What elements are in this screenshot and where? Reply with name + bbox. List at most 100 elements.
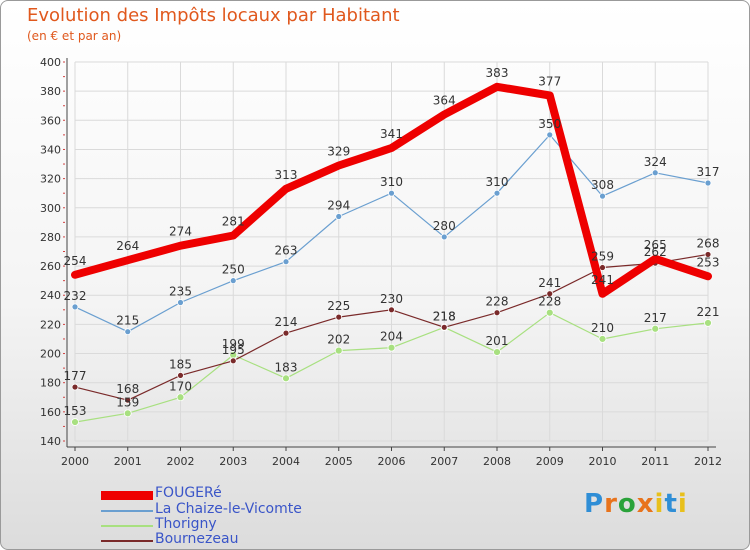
data-label-2: 204 — [380, 330, 403, 344]
legend-label: Bournezeau — [155, 531, 239, 547]
logo-letter: P — [584, 489, 605, 519]
legend-label: FOUGERé — [155, 485, 222, 501]
data-label-3: 168 — [116, 382, 139, 396]
data-label-1: 235 — [169, 285, 192, 299]
chart-subtitle: (en € et par an) — [27, 29, 122, 43]
data-label-3: 185 — [169, 357, 192, 371]
data-point-1 — [177, 299, 184, 306]
data-label-3: 262 — [644, 245, 667, 259]
x-tick-label: 2004 — [272, 455, 300, 468]
axis-layer: 140 160 180 200 220 240 260 280 300 320 340 360 380 4… — [40, 56, 722, 468]
legend-swatch — [101, 490, 153, 500]
data-label-2: 199 — [222, 337, 245, 351]
x-tick-label: 2010 — [589, 455, 617, 468]
data-point-1 — [124, 328, 132, 336]
x-tick-label: 2005 — [325, 455, 353, 468]
legend-swatch — [101, 540, 153, 542]
y-tick-label: 300 — [40, 202, 61, 215]
data-label-2: 183 — [275, 360, 298, 374]
data-label-1: 280 — [433, 219, 456, 233]
data-point-1 — [335, 213, 343, 220]
data-point-1 — [651, 169, 659, 177]
data-point-2 — [704, 319, 712, 327]
data-point-2 — [545, 308, 554, 317]
data-point-1 — [440, 233, 448, 241]
logo-letter: i — [654, 489, 665, 519]
y-tick-label: 140 — [40, 435, 61, 448]
x-tick-label: 2002 — [167, 455, 195, 468]
data-point-3 — [704, 251, 712, 258]
data-point-3 — [599, 264, 606, 271]
data-label-2: 217 — [644, 311, 667, 325]
data-label-1: 263 — [275, 244, 298, 258]
data-point-1 — [229, 277, 237, 285]
y-tick-label: 180 — [40, 377, 61, 390]
data-label-1: 215 — [116, 314, 139, 328]
data-label-3: 177 — [64, 369, 87, 383]
data-point-3 — [546, 290, 554, 298]
data-point-3 — [440, 323, 448, 331]
data-point-1 — [282, 258, 290, 266]
data-point-3 — [282, 329, 290, 337]
data-label-3: 259 — [591, 250, 614, 264]
data-point-3 — [335, 313, 343, 321]
data-label-0: 329 — [327, 144, 350, 158]
legend-swatch — [101, 525, 153, 527]
data-label-2: 159 — [116, 395, 139, 409]
data-label-0: 383 — [486, 66, 509, 80]
series-layer — [71, 82, 712, 426]
data-point-2 — [334, 346, 343, 355]
data-label-3: 225 — [327, 299, 350, 313]
data-point-1 — [599, 192, 606, 200]
data-label-3: 195 — [222, 343, 245, 357]
x-tick-label: 2008 — [483, 455, 511, 468]
data-label-3: 218 — [433, 309, 456, 323]
data-point-3 — [388, 306, 395, 314]
x-tick-label: 2001 — [114, 455, 142, 468]
data-label-1: 308 — [591, 178, 614, 192]
data-label-2: 210 — [591, 321, 614, 335]
data-label-0: 253 — [697, 255, 720, 269]
data-label-2: 218 — [433, 309, 456, 323]
logo-letter: i — [677, 489, 688, 519]
legend-swatch — [101, 510, 153, 512]
y-tick-label: 200 — [40, 348, 61, 361]
data-label-0: 264 — [116, 239, 139, 253]
y-tick-label: 360 — [40, 114, 61, 127]
x-tick-label: 2011 — [641, 455, 669, 468]
data-label-0: 313 — [275, 168, 298, 182]
y-tick-label: 280 — [40, 231, 61, 244]
data-point-3 — [229, 357, 237, 365]
data-point-1 — [493, 189, 501, 197]
data-label-2: 170 — [169, 379, 192, 393]
data-label-3: 230 — [380, 292, 403, 306]
data-label-2: 153 — [64, 404, 87, 418]
data-label-1: 317 — [697, 165, 720, 179]
x-tick-label: 2003 — [219, 455, 247, 468]
y-tick-label: 260 — [40, 260, 61, 273]
data-point-3 — [124, 396, 132, 404]
logo-letter: x — [636, 489, 655, 519]
y-tick-label: 220 — [40, 318, 61, 331]
data-point-1 — [546, 131, 554, 139]
y-tick-label: 400 — [40, 56, 61, 69]
data-label-1: 250 — [222, 263, 245, 277]
data-label-3: 214 — [275, 315, 298, 329]
data-label-1: 324 — [644, 155, 667, 169]
data-label-3: 241 — [538, 276, 561, 290]
series-line-0 — [71, 82, 712, 298]
chart-title: Evolution des Impôts locaux par Habitant — [27, 5, 400, 26]
logo-letter: t — [664, 489, 678, 519]
x-tick-label: 2012 — [694, 455, 722, 468]
y-tick-label: 320 — [40, 173, 61, 186]
data-label-1: 310 — [486, 175, 509, 189]
logo-letter: o — [617, 489, 637, 519]
data-point-2 — [282, 374, 290, 383]
data-label-2: 228 — [538, 295, 561, 309]
y-tick-label: 240 — [40, 289, 61, 302]
data-label-2: 221 — [697, 305, 720, 319]
data-point-1 — [388, 189, 395, 197]
data-label-0: 241 — [591, 273, 614, 287]
